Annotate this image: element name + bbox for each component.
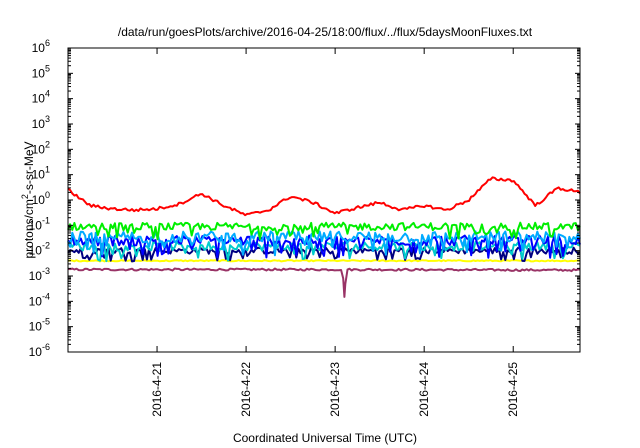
x-axis: 2016-4-21 2016-4-22 2016-4-23 2016-4-24 2016… [150, 48, 520, 417]
series-line [67, 267, 580, 298]
y-tick-base: 10 [29, 218, 43, 232]
y-axis-label-superscript: 2 [20, 194, 30, 199]
y-tick-exponent: 1 [45, 165, 50, 175]
plot-lines [67, 176, 581, 298]
y-tick-base: 10 [29, 244, 43, 258]
y-tick-exponent: -2 [42, 241, 50, 251]
y-tick-base: 10 [32, 41, 46, 55]
series-line [67, 176, 581, 217]
y-tick-base: 10 [32, 142, 46, 156]
y-tick-label: 101 [32, 165, 50, 182]
y-tick-exponent: -4 [42, 291, 50, 301]
y-tick-label: 105 [32, 63, 50, 80]
y-tick-exponent: 0 [45, 190, 50, 200]
y-axis-label-main: protons/cm [22, 199, 36, 258]
y-tick-exponent: -5 [42, 317, 50, 327]
y-tick-label: 10-3 [29, 266, 50, 283]
y-tick-exponent: -6 [42, 342, 50, 352]
y-tick-exponent: 2 [45, 139, 50, 149]
x-tick-label: 2016-4-21 [150, 362, 164, 417]
y-tick-base: 10 [32, 117, 46, 131]
y-tick-exponent: 5 [45, 63, 50, 73]
y-tick-label: 102 [32, 139, 50, 156]
y-tick-exponent: -1 [42, 215, 50, 225]
series-line [67, 221, 581, 241]
y-tick-label: 10-2 [29, 241, 50, 258]
y-tick-exponent: 6 [45, 38, 50, 48]
y-tick-exponent: 3 [45, 114, 50, 124]
x-tick-label: 2016-4-24 [417, 362, 431, 417]
x-tick-label: 2016-4-23 [328, 362, 342, 417]
x-tick-label: 2016-4-25 [506, 362, 520, 417]
y-tick-base: 10 [32, 168, 46, 182]
y-tick-label: 100 [32, 190, 50, 207]
y-tick-exponent: 4 [45, 89, 50, 99]
y-axis-label-unit: -s-sr-MeV [22, 141, 36, 194]
y-tick-base: 10 [29, 269, 43, 283]
y-axis: 10-610-510-410-310-210-11001011021031041… [29, 38, 580, 359]
y-tick-exponent: -3 [42, 266, 50, 276]
x-axis-label: Coordinated Universal Time (UTC) [233, 431, 417, 445]
y-tick-base: 10 [29, 294, 43, 308]
y-tick-base: 10 [29, 345, 43, 359]
y-tick-label: 10-6 [29, 342, 50, 359]
series-line [67, 259, 581, 263]
chart-title: /data/run/goesPlots/archive/2016-04-25/1… [118, 25, 533, 39]
y-tick-label: 103 [32, 114, 50, 131]
y-tick-base: 10 [29, 320, 43, 334]
y-tick-base: 10 [32, 193, 46, 207]
y-tick-label: 10-5 [29, 317, 50, 334]
y-tick-label: 106 [32, 38, 50, 55]
y-tick-label: 104 [32, 89, 50, 106]
x-tick-label: 2016-4-22 [239, 362, 253, 417]
y-tick-label: 10-1 [29, 215, 50, 232]
series-line [67, 234, 581, 259]
y-axis-label: protons/cm2-s-sr-MeV [20, 141, 36, 258]
y-tick-base: 10 [32, 66, 46, 80]
y-tick-label: 10-4 [29, 291, 50, 308]
plot-frame [67, 47, 581, 353]
y-tick-base: 10 [32, 92, 46, 106]
